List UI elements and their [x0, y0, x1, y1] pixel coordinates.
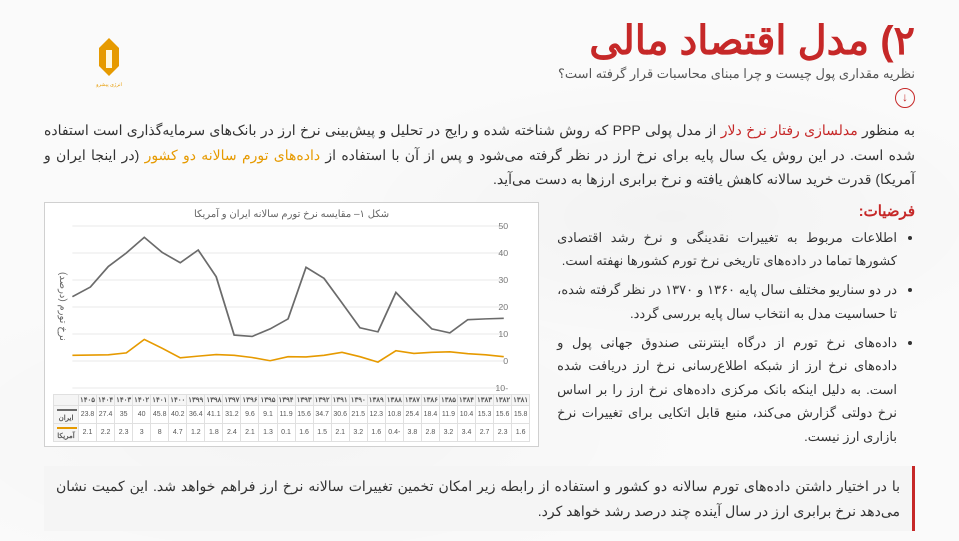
down-arrow-icon: ↓	[895, 88, 915, 108]
page-subtitle: نظریه مقداری پول چیست و چرا مبنای محاسبا…	[44, 66, 915, 82]
assumptions-list: اطلاعات مربوط به تغییرات نقدینگی و نرخ ر…	[557, 226, 915, 449]
assumptions-block: فرضیات: اطلاعات مربوط به تغییرات نقدینگی…	[557, 202, 915, 455]
assumption-item: در دو سناریو مختلف سال پایه ۱۳۶۰ و ۱۳۷۰ …	[557, 278, 897, 325]
svg-text:50: 50	[498, 222, 508, 231]
chart-area: -10 0 10 20 30 40 50 نرخ تورم (درصد)	[53, 222, 530, 392]
footer-note: با در اختیار داشتن داده‌های تورم سالانه …	[44, 466, 915, 531]
lead-text: به منظور	[858, 122, 915, 138]
assumption-item: داده‌های نرخ تورم از درگاه اینترنتی صندو…	[557, 331, 897, 448]
svg-text:30: 30	[498, 275, 508, 285]
svg-text:40: 40	[498, 248, 508, 258]
chart-yaxis-label: نرخ تورم (درصد)	[57, 272, 68, 341]
svg-text:10: 10	[498, 329, 508, 339]
page-title: ۲) مدل اقتصاد مالی	[44, 18, 915, 64]
svg-text:انرژی پیشرو: انرژی پیشرو	[95, 82, 122, 88]
brand-logo: انرژی پیشرو	[88, 36, 130, 88]
chart-title: شکل ۱– مقایسه نرخ تورم سالانه ایران و آم…	[53, 209, 530, 220]
main-row: فرضیات: اطلاعات مربوط به تغییرات نقدینگی…	[44, 202, 915, 455]
lead-paragraph: به منظور مدلسازی رفتار نرخ دلار از مدل پ…	[44, 118, 915, 192]
inflation-chart: شکل ۱– مقایسه نرخ تورم سالانه ایران و آم…	[44, 202, 539, 447]
lead-highlight-2: داده‌های تورم سالانه دو کشور	[145, 147, 321, 163]
svg-text:0: 0	[503, 356, 508, 366]
slide-content: انرژی پیشرو ۲) مدل اقتصاد مالی نظریه مقد…	[44, 18, 915, 531]
lead-highlight-1: مدلسازی رفتار نرخ دلار	[721, 122, 858, 138]
slide-root: انرژی پیشرو ۲) مدل اقتصاد مالی نظریه مقد…	[0, 0, 959, 541]
chart-data-table: ۱۳۸۱۱۳۸۲۱۳۸۳۱۳۸۴۱۳۸۵۱۳۸۶۱۳۸۷۱۳۸۸۱۳۸۹۱۳۹۰…	[53, 394, 530, 442]
assumption-item: اطلاعات مربوط به تغییرات نقدینگی و نرخ ر…	[557, 226, 897, 273]
chart-plot: -10 0 10 20 30 40 50	[68, 222, 530, 392]
assumptions-heading: فرضیات:	[557, 202, 915, 220]
svg-text:-10: -10	[495, 383, 508, 392]
svg-text:20: 20	[498, 302, 508, 312]
